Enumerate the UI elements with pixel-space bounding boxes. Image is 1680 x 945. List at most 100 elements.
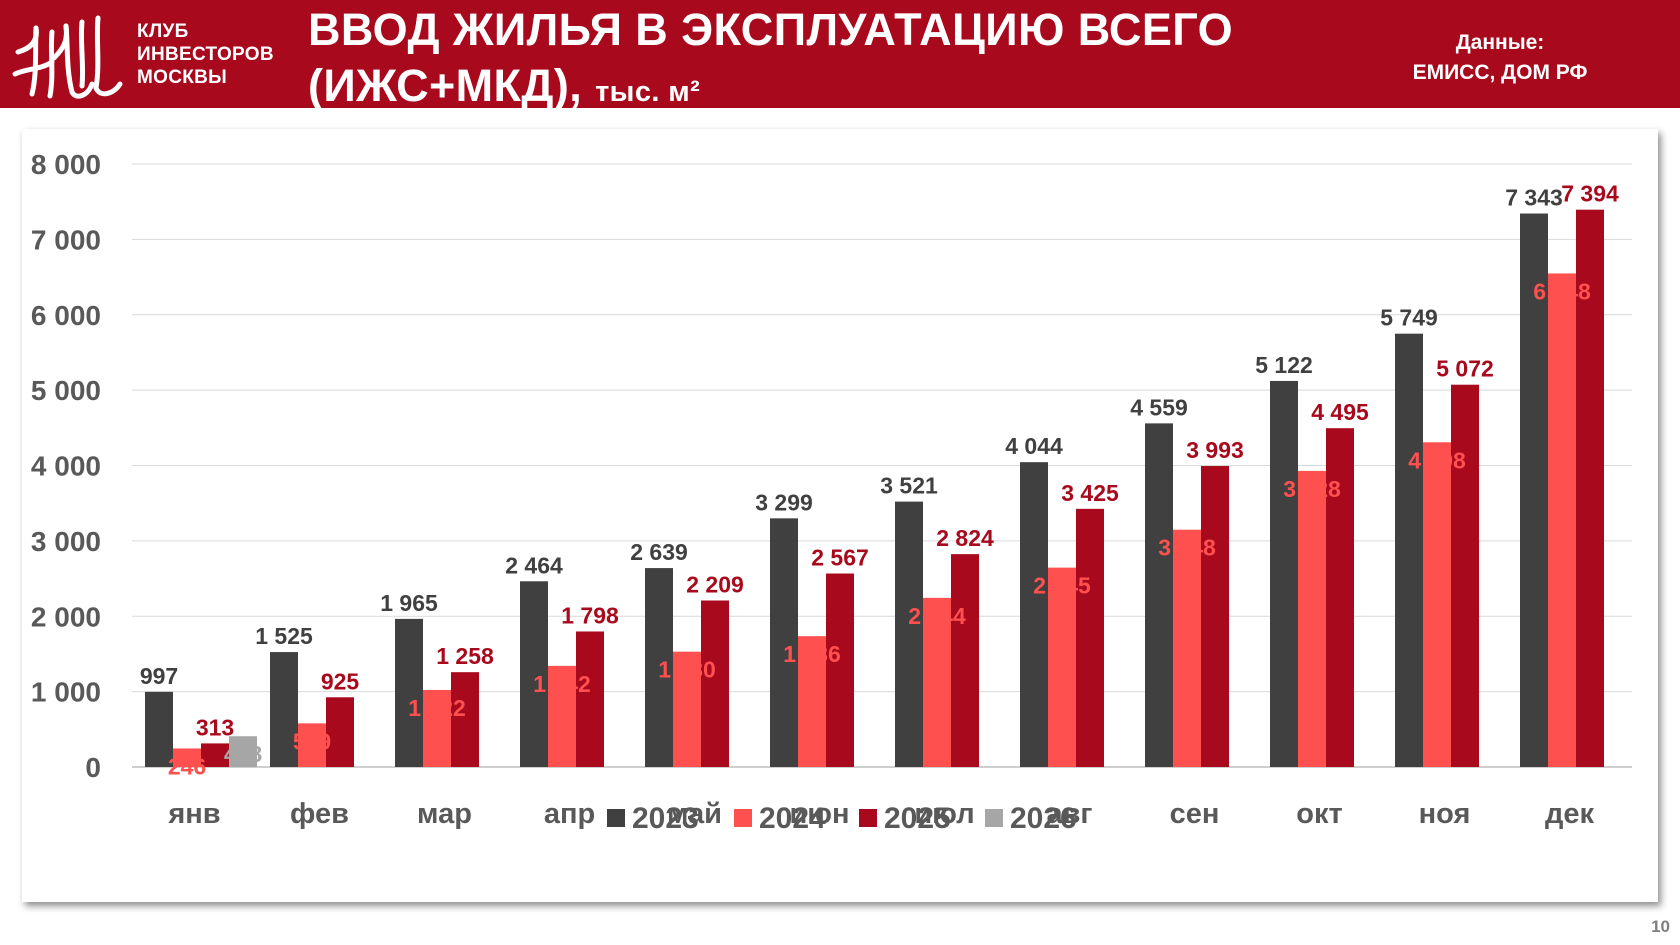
data-label-2023: 3 521 xyxy=(880,473,938,499)
legend-swatch-2025 xyxy=(859,809,877,827)
data-label-2023: 997 xyxy=(140,663,178,689)
x-tick-label: фев xyxy=(290,798,349,830)
data-label-2025: 925 xyxy=(321,668,360,694)
y-tick-label: 8 000 xyxy=(31,149,101,180)
bar-2024-окт xyxy=(1298,470,1326,767)
bar-2024-авг xyxy=(1048,567,1076,767)
bar-2023-июл xyxy=(895,501,923,767)
data-label-2025: 3 993 xyxy=(1186,437,1244,463)
data-label-2023: 4 559 xyxy=(1130,394,1188,420)
bar-2023-дек xyxy=(1520,213,1548,768)
chart-card: 0 1 000 2 000 3 000 4 000 5 000 6 000 7 000 8 00… xyxy=(22,129,1658,902)
bar-2024-сен xyxy=(1173,529,1201,767)
data-label-2025: 4 495 xyxy=(1311,399,1369,425)
bar-2024-мар xyxy=(423,689,451,767)
x-tick-label: янв xyxy=(167,798,220,830)
bar-2023-ноя xyxy=(1395,333,1423,767)
data-label-2025: 2 209 xyxy=(686,571,744,597)
y-tick-label: 7 000 xyxy=(31,224,101,255)
bar-2023-авг xyxy=(1020,462,1048,767)
bar-2023-июн xyxy=(770,518,798,767)
y-tick-label: 2 000 xyxy=(31,601,101,632)
bar-2024-июн xyxy=(798,636,826,767)
data-label-2024: 1 736 xyxy=(783,641,841,667)
data-source: Данные: ЕМИСС, ДОМ РФ xyxy=(1400,28,1600,88)
y-tick-label: 5 000 xyxy=(31,375,101,406)
legend-swatch-2024 xyxy=(734,809,752,827)
title-unit: тыс. м² xyxy=(595,76,701,108)
x-tick-label: мар xyxy=(417,798,472,830)
data-label-2025: 1 258 xyxy=(436,643,494,669)
club-name-line-1: КЛУБ xyxy=(137,21,189,42)
title-line-2-main: (ИЖС+МКД), xyxy=(308,60,583,111)
data-label-2025: 7 394 xyxy=(1561,181,1619,207)
data-label-2023: 2 464 xyxy=(505,552,563,578)
bar-2026-янв xyxy=(229,736,257,767)
club-name-line-3: МОСКВЫ xyxy=(137,67,228,88)
data-label-2024: 3 928 xyxy=(1283,476,1341,502)
bar-2024-дек xyxy=(1548,273,1576,767)
bar-2025-мар xyxy=(451,672,479,767)
data-label-2025: 2 567 xyxy=(811,545,869,571)
title-line-2: (ИЖС+МКД), тыс. м² xyxy=(308,58,1233,120)
data-label-2023: 4 044 xyxy=(1005,433,1063,459)
x-tick-label: авг xyxy=(1046,798,1092,830)
data-label-2026: 408 xyxy=(224,741,263,767)
legend-swatch-2026 xyxy=(985,809,1003,827)
bar-2025-апр xyxy=(576,631,604,767)
legend-label-2026: 2026 xyxy=(1010,802,1077,835)
x-tick-label: сен xyxy=(1170,798,1220,830)
bar-2025-сен xyxy=(1201,466,1229,767)
bar-2024-апр xyxy=(548,665,576,767)
bar-2023-май xyxy=(645,568,673,767)
data-label-2024: 6 548 xyxy=(1533,278,1591,304)
legend-label-2023: 2023 xyxy=(632,802,699,835)
x-tick-label: ноя xyxy=(1419,798,1471,830)
data-label-2025: 3 425 xyxy=(1061,480,1119,506)
bar-2023-окт xyxy=(1270,380,1298,767)
bar-2023-янв xyxy=(145,691,173,767)
bar-2024-май xyxy=(673,651,701,767)
y-tick-label: 6 000 xyxy=(31,300,101,331)
data-label-2023: 1 965 xyxy=(380,590,438,616)
data-label-2024: 1 530 xyxy=(658,657,716,683)
data-label-2025: 313 xyxy=(196,714,234,740)
legend-swatch-2023 xyxy=(607,809,625,827)
bar-2025-фев xyxy=(326,697,354,767)
bar-2024-июл xyxy=(923,597,951,767)
data-label-2024: 246 xyxy=(168,753,206,779)
title-line-1: ВВОД ЖИЛЬЯ В ЭКСПЛУАТАЦИЮ ВСЕГО xyxy=(308,4,1233,55)
y-tick-label: 3 000 xyxy=(31,526,101,557)
bar-2024-ноя xyxy=(1423,442,1451,767)
legend-label-2025: 2025 xyxy=(884,802,951,835)
data-label-2023: 1 525 xyxy=(255,623,313,649)
x-tick-label: июл xyxy=(914,798,974,830)
page-title: ВВОД ЖИЛЬЯ В ЭКСПЛУАТАЦИЮ ВСЕГО (ИЖС+МКД… xyxy=(308,2,1233,120)
club-name: КЛУБ ИНВЕСТОРОВ МОСКВЫ xyxy=(137,20,274,89)
bar-2023-мар xyxy=(395,618,423,767)
header-banner: КЛУБ ИНВЕСТОРОВ МОСКВЫ ВВОД ЖИЛЬЯ В ЭКСП… xyxy=(0,0,1680,111)
bar-2025-окт xyxy=(1326,428,1354,767)
data-label-2024: 1 342 xyxy=(533,671,591,697)
data-label-2023: 2 639 xyxy=(630,539,688,565)
data-label-2023: 3 299 xyxy=(755,489,813,515)
bar-2023-сен xyxy=(1145,423,1173,767)
page-number: 10 xyxy=(1651,917,1670,936)
data-label-2024: 3 148 xyxy=(1158,535,1216,561)
club-logo-icon xyxy=(12,15,123,99)
bar-2023-фев xyxy=(270,652,298,767)
data-label-2023: 5 122 xyxy=(1255,352,1313,378)
y-tick-label: 4 000 xyxy=(31,451,101,482)
bar-2023-апр xyxy=(520,581,548,767)
club-name-line-2: ИНВЕСТОРОВ xyxy=(137,44,274,65)
bar-2025-июл xyxy=(951,554,979,767)
legend-label-2024: 2024 xyxy=(759,802,826,835)
x-tick-label: июн xyxy=(789,798,849,830)
bar-2025-авг xyxy=(1076,508,1104,767)
bar-2025-дек xyxy=(1576,209,1604,767)
bar-2024-фев xyxy=(298,723,326,767)
data-label-2024: 579 xyxy=(293,728,331,754)
bar-chart: 0 1 000 2 000 3 000 4 000 5 000 6 000 7 000 8 00… xyxy=(31,149,1632,835)
y-tick-label: 0 xyxy=(85,752,101,783)
source-label: Данные: xyxy=(1455,31,1545,54)
